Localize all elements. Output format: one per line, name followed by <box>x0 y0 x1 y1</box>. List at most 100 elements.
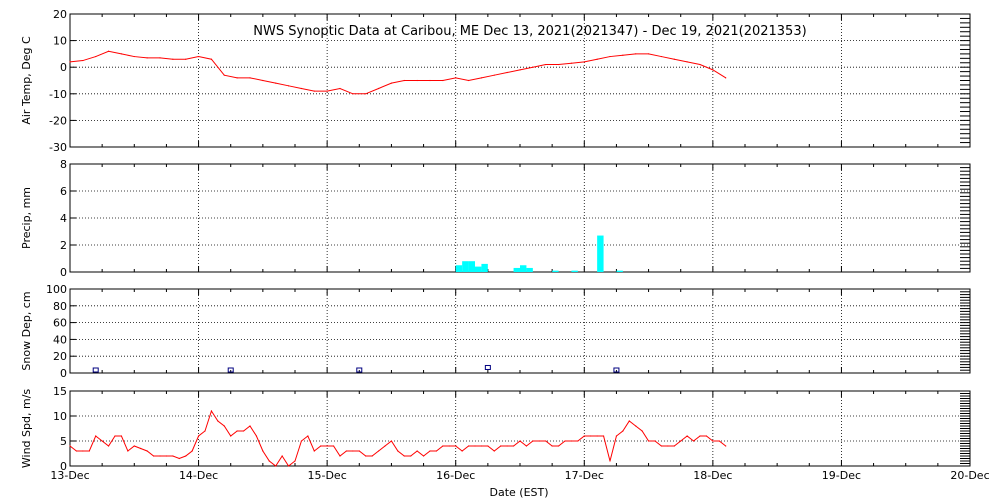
y-tick-label: 10 <box>53 35 67 48</box>
y-tick-label: 100 <box>46 283 67 296</box>
data-point <box>268 460 270 462</box>
data-point <box>120 435 123 437</box>
data-point <box>564 440 566 442</box>
y-tick-label: 20 <box>53 350 67 363</box>
y-tick-label: 6 <box>60 185 67 198</box>
panel-frame <box>69 288 971 374</box>
y-tick-label: 0 <box>60 266 67 279</box>
data-point <box>210 410 213 412</box>
data-point <box>512 445 515 447</box>
data-point <box>101 440 103 442</box>
data-point <box>712 69 714 71</box>
precip-bar <box>616 270 623 272</box>
precip-bar <box>552 270 559 272</box>
data-point <box>596 435 598 437</box>
data-point <box>667 445 669 447</box>
data-point <box>95 435 97 437</box>
precip-bar <box>513 267 520 272</box>
data-point <box>390 82 393 84</box>
data-point <box>165 455 168 457</box>
x-tick-label: 17-Dec <box>565 469 604 482</box>
data-point <box>429 450 431 452</box>
x-tick-label: 18-Dec <box>693 469 732 482</box>
data-point <box>339 455 341 457</box>
y-tick-label: 0 <box>60 61 67 74</box>
data-point <box>557 445 560 447</box>
precip-bar <box>475 266 482 272</box>
precip-bar <box>455 265 463 272</box>
data-point <box>493 74 495 76</box>
y-tick-label: 4 <box>60 212 67 225</box>
data-point <box>718 440 720 442</box>
data-point <box>461 450 463 452</box>
data-point <box>692 440 695 442</box>
data-point <box>172 455 174 457</box>
precip-bar <box>597 235 604 272</box>
data-point <box>95 55 97 58</box>
y-tick-label: 20 <box>53 8 67 21</box>
data-point <box>622 430 624 432</box>
data-point <box>275 465 277 467</box>
data-point <box>474 445 476 447</box>
data-point <box>281 455 283 457</box>
data-point <box>320 445 322 447</box>
data-point <box>403 79 405 82</box>
data-point <box>410 455 412 457</box>
data-point <box>230 435 232 437</box>
data-point <box>487 445 489 447</box>
panel-frame <box>69 13 971 148</box>
precip-bar <box>481 263 488 272</box>
data-point <box>236 77 238 79</box>
data-point <box>551 445 553 447</box>
data-point <box>133 55 135 58</box>
precip-bar <box>468 261 475 272</box>
data-point <box>519 440 521 442</box>
data-point <box>467 445 470 447</box>
x-tick-label: 15-Dec <box>308 469 347 482</box>
y-tick-label: 60 <box>53 317 67 330</box>
y-axis-label: Air Temp, Deg C <box>20 36 33 125</box>
data-point <box>725 77 727 79</box>
data-point <box>673 58 675 60</box>
data-point <box>152 455 155 457</box>
data-point <box>242 430 245 432</box>
data-point <box>114 435 116 437</box>
data-point <box>699 435 701 437</box>
data-point <box>557 63 560 66</box>
data-point <box>570 440 573 442</box>
data-point <box>480 445 483 447</box>
data-point <box>596 58 598 60</box>
y-tick-label: 2 <box>60 239 67 252</box>
data-point <box>442 79 444 82</box>
snow-depth-marker <box>92 367 99 373</box>
data-point <box>262 79 264 82</box>
y-axis-label: Precip, mm <box>20 187 33 249</box>
data-point <box>455 77 457 79</box>
data-point <box>82 450 84 452</box>
data-point <box>699 63 701 66</box>
data-point <box>673 445 675 447</box>
data-point <box>307 435 309 437</box>
data-point <box>725 445 727 447</box>
data-point <box>442 445 444 447</box>
data-point <box>416 79 418 82</box>
data-point <box>377 450 380 452</box>
data-point <box>635 425 637 427</box>
data-point <box>525 445 528 447</box>
data-point <box>146 450 148 452</box>
data-point <box>365 455 367 457</box>
data-point <box>69 445 71 447</box>
data-point <box>403 455 405 457</box>
data-point <box>197 55 200 58</box>
x-tick-label: 16-Dec <box>436 469 475 482</box>
data-point <box>159 57 161 59</box>
data-point <box>178 457 180 460</box>
data-point <box>635 53 637 55</box>
data-point <box>654 440 656 442</box>
x-tick-label: 20-Dec <box>950 469 989 482</box>
series-line-air_temp <box>69 50 726 95</box>
y-axis-label: Snow Dep, cm <box>20 291 33 370</box>
data-point <box>172 58 174 60</box>
data-point <box>545 440 547 442</box>
y-tick-label: 80 <box>53 300 67 313</box>
